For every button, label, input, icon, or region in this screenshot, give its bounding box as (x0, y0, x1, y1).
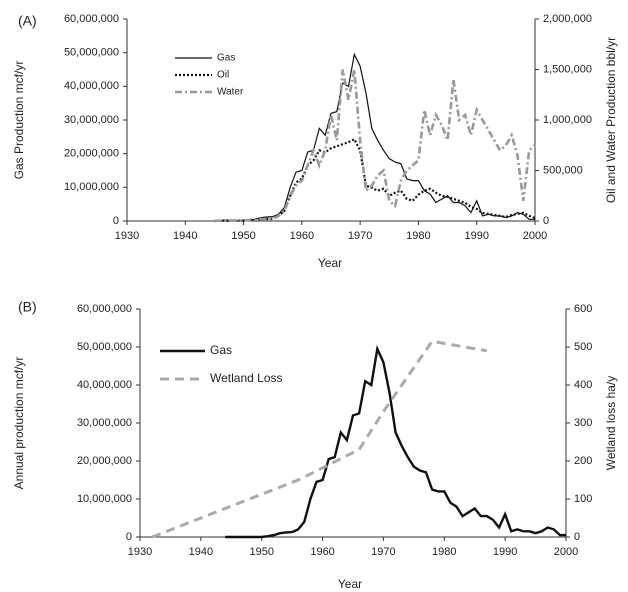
series-line (214, 69, 536, 223)
x-tick-label: 2000 (554, 546, 578, 558)
x-tick-label: 1930 (128, 546, 152, 558)
y2-tick-label: 500,000 (543, 164, 583, 176)
y2-axis-label: Oil and Water Production bbl/yr (604, 37, 618, 203)
legend-label: Gas (210, 343, 232, 357)
legend-label: Water (217, 87, 244, 98)
y-axis-label: Annual production mcf/yr (12, 357, 26, 490)
y-tick-label: 40,000,000 (64, 80, 119, 92)
y-tick-label: 20,000,000 (64, 148, 119, 160)
y2-tick-label: 200 (574, 455, 592, 467)
series-line (214, 137, 536, 223)
x-tick-label: 1980 (406, 230, 430, 242)
y-tick-label: 30,000,000 (64, 114, 119, 126)
x-tick-label: 1950 (249, 546, 273, 558)
y2-tick-label: 0 (543, 215, 549, 227)
y-tick-label: 20,000,000 (77, 455, 132, 467)
y2-axis-label: Wetland loss ha/y (604, 376, 618, 471)
x-tick-label: 1970 (371, 546, 395, 558)
x-tick-label: 1990 (464, 230, 488, 242)
x-axis-label: Year (318, 256, 342, 270)
y-tick-label: 0 (126, 531, 132, 543)
panel-label: (A) (18, 13, 37, 29)
y2-tick-label: 300 (574, 417, 592, 429)
y-tick-label: 40,000,000 (77, 379, 132, 391)
y2-tick-label: 1,500,000 (543, 63, 592, 75)
series-line (225, 344, 566, 539)
y2-tick-label: 0 (574, 531, 580, 543)
y-tick-label: 50,000,000 (64, 47, 119, 59)
y-tick-label: 60,000,000 (77, 303, 132, 315)
series-line (214, 52, 535, 222)
x-tick-label: 1980 (432, 546, 456, 558)
panel-label: (B) (18, 299, 37, 315)
x-tick-label: 1960 (310, 546, 334, 558)
y2-tick-label: 500 (574, 341, 592, 353)
y-tick-label: 50,000,000 (77, 341, 132, 353)
y2-tick-label: 100 (574, 493, 592, 505)
y2-tick-label: 2,000,000 (543, 13, 592, 25)
legend-label: Wetland Loss (210, 371, 283, 385)
y-tick-label: 30,000,000 (77, 417, 132, 429)
y2-tick-label: 600 (574, 303, 592, 315)
x-tick-label: 1950 (231, 230, 255, 242)
x-tick-label: 1960 (290, 230, 314, 242)
x-tick-label: 1940 (189, 546, 213, 558)
y2-tick-label: 400 (574, 379, 592, 391)
x-axis-label: Year (338, 577, 362, 591)
y-tick-label: 10,000,000 (77, 493, 132, 505)
series-line (151, 339, 488, 539)
y-tick-label: 10,000,000 (64, 181, 119, 193)
legend-label: Oil (217, 70, 229, 81)
x-tick-label: 1990 (493, 546, 517, 558)
y-axis-label: Gas Production mcf/yr (12, 61, 26, 180)
legend-label: Gas (217, 53, 235, 64)
y2-tick-label: 1,000,000 (543, 114, 592, 126)
x-tick-label: 1940 (173, 230, 197, 242)
y-tick-label: 60,000,000 (64, 13, 119, 25)
x-tick-label: 2000 (523, 230, 547, 242)
x-tick-label: 1970 (348, 230, 372, 242)
y-tick-label: 0 (113, 215, 119, 227)
x-tick-label: 1930 (115, 230, 139, 242)
